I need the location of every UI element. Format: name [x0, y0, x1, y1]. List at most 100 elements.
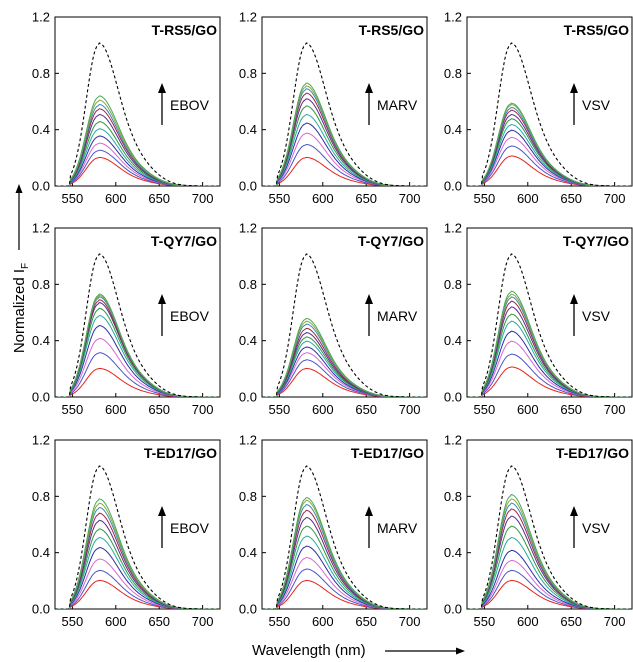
- reference-line: [262, 465, 427, 609]
- x-tick-label: 550: [62, 191, 84, 206]
- x-tick-label: 550: [62, 614, 84, 629]
- x-tick-label: 650: [148, 614, 170, 629]
- y-tick-label: 0.4: [32, 545, 50, 560]
- y-tick-label: 1.2: [239, 221, 257, 236]
- panel-title: T-RS5/GO: [359, 22, 424, 38]
- plot-frame: [261, 227, 428, 398]
- x-axis-arrow: [385, 647, 465, 655]
- x-tick-label: 550: [62, 402, 84, 417]
- x-tick-label: 600: [517, 614, 539, 629]
- y-tick-label: 1.2: [444, 10, 462, 25]
- y-tick-label: 0.0: [444, 390, 462, 405]
- x-tick-label: 550: [269, 614, 291, 629]
- increase-arrow-head: [365, 83, 373, 93]
- y-tick-label: 1.2: [444, 221, 462, 236]
- virus-label: VSV: [582, 308, 611, 324]
- y-tick-label: 0.0: [444, 179, 462, 194]
- plot-frame: [261, 439, 428, 610]
- y-tick-label: 0.0: [239, 602, 257, 617]
- reference-line: [55, 253, 220, 397]
- y-tick-label: 0.4: [239, 333, 257, 348]
- series-group: [55, 253, 220, 397]
- y-tick-label: 0.8: [444, 277, 462, 292]
- panel-title: T-ED17/GO: [144, 445, 217, 461]
- y-tick-label: 1.2: [239, 10, 257, 25]
- panel-title: T-RS5/GO: [152, 22, 217, 38]
- y-tick-label: 0.8: [239, 489, 257, 504]
- y-tick-label: 1.2: [239, 433, 257, 448]
- y-tick-label: 0.8: [444, 66, 462, 81]
- plot-frame: [466, 227, 633, 398]
- x-tick-label: 650: [148, 402, 170, 417]
- y-axis-title-text: Normalized I: [11, 269, 28, 353]
- x-tick-label: 550: [269, 191, 291, 206]
- x-tick-label: 700: [192, 614, 214, 629]
- svg-text:Normalized IF: Normalized IF: [11, 263, 31, 353]
- panel-title: T-QY7/GO: [358, 233, 424, 249]
- y-tick-label: 1.2: [32, 221, 50, 236]
- virus-label: VSV: [582, 520, 611, 536]
- y-axis-title-subscript: F: [20, 263, 31, 269]
- plot-frame: [54, 439, 221, 610]
- y-tick-label: 0.8: [32, 66, 50, 81]
- increase-arrow-head: [570, 506, 578, 516]
- y-tick-label: 1.2: [444, 433, 462, 448]
- x-tick-label: 700: [604, 191, 626, 206]
- x-tick-label: 550: [474, 191, 496, 206]
- plot-frame: [261, 16, 428, 187]
- panel-title: T-QY7/GO: [563, 233, 629, 249]
- spectrum-line-4: [467, 320, 632, 397]
- x-tick-label: 550: [269, 402, 291, 417]
- x-tick-label: 650: [355, 614, 377, 629]
- increase-arrow-head: [158, 83, 166, 93]
- x-axis-title: Wavelength (nm): [252, 642, 366, 659]
- y-tick-label: 0.8: [239, 66, 257, 81]
- increase-arrow-head: [365, 506, 373, 516]
- series-group: [467, 253, 632, 397]
- x-tick-label: 550: [474, 402, 496, 417]
- panel-0-0: 0.0 0.4 0.8 1.2 550 600 650 700 T-RS5/GO EBOV: [32, 10, 221, 206]
- series-group: [467, 42, 632, 186]
- virus-label: EBOV: [170, 520, 210, 536]
- y-tick-label: 1.2: [32, 10, 50, 25]
- x-tick-label: 600: [312, 614, 334, 629]
- spectrum-line-3: [55, 324, 220, 397]
- spectrum-line-4: [262, 113, 427, 186]
- panel-0-2: 0.0 0.4 0.8 1.2 550 600 650 700 T-RS5/GO VSV: [444, 10, 633, 206]
- y-tick-label: 0.0: [239, 179, 257, 194]
- y-axis-title: Normalized IF: [11, 263, 31, 353]
- virus-label: MARV: [377, 97, 418, 113]
- reference-line: [467, 253, 632, 397]
- increase-arrow-head: [570, 83, 578, 93]
- x-tick-label: 600: [312, 402, 334, 417]
- x-tick-label: 600: [105, 402, 127, 417]
- x-tick-label: 600: [517, 191, 539, 206]
- panel-2-0: 0.0 0.4 0.8 1.2 550 600 650 700 T-ED17/GO EBOV: [32, 433, 221, 629]
- x-tick-label: 700: [399, 191, 421, 206]
- y-tick-label: 0.4: [239, 545, 257, 560]
- panel-2-1: 0.0 0.4 0.8 1.2 550 600 650 700 T-ED17/GO MARV: [239, 433, 428, 629]
- x-tick-label: 650: [560, 402, 582, 417]
- y-tick-label: 0.8: [444, 489, 462, 504]
- x-tick-label: 600: [105, 191, 127, 206]
- increase-arrow-head: [158, 506, 166, 516]
- x-tick-label: 650: [560, 191, 582, 206]
- y-tick-label: 0.0: [32, 390, 50, 405]
- reference-line: [55, 465, 220, 609]
- y-tick-label: 0.0: [32, 602, 50, 617]
- spectrum-line-10: [55, 498, 220, 609]
- y-tick-label: 0.0: [239, 390, 257, 405]
- panel-1-1: 0.0 0.4 0.8 1.2 550 600 650 700 T-QY7/GO MARV: [239, 221, 428, 417]
- reference-line: [55, 42, 220, 186]
- x-tick-label: 700: [604, 402, 626, 417]
- panel-title: T-ED17/GO: [556, 445, 629, 461]
- x-tick-label: 650: [355, 191, 377, 206]
- y-tick-label: 0.0: [444, 602, 462, 617]
- x-tick-label: 650: [355, 402, 377, 417]
- x-tick-label: 700: [399, 402, 421, 417]
- y-tick-label: 1.2: [32, 433, 50, 448]
- reference-line: [467, 42, 632, 186]
- panel-2-2: 0.0 0.4 0.8 1.2 550 600 650 700 T-ED17/GO VSV: [444, 433, 633, 629]
- plot-frame: [54, 227, 221, 398]
